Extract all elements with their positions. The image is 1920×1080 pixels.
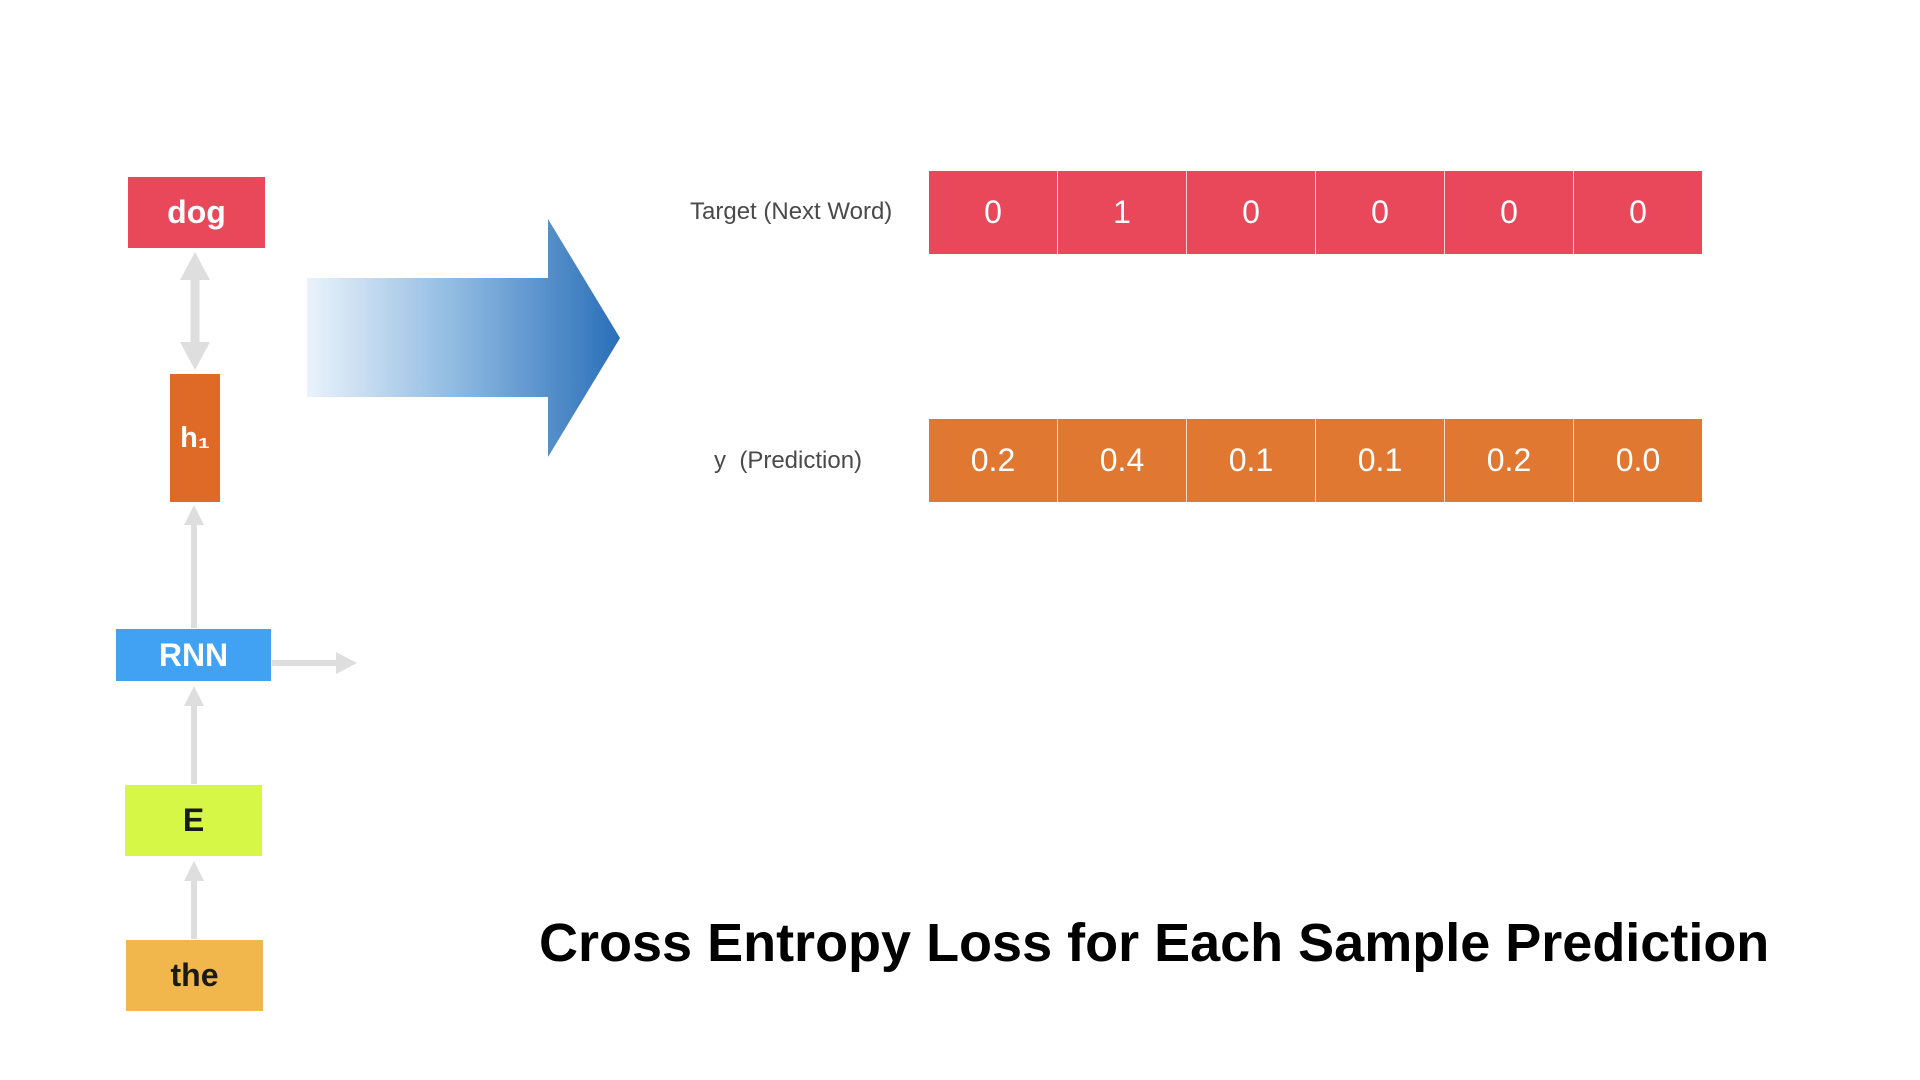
prediction-cell: 0.2 (929, 419, 1057, 502)
embedding-node: E (125, 785, 262, 856)
target-cell: 0 (1186, 171, 1315, 254)
hidden-state-node: h₁ (170, 374, 220, 502)
target-cell: 0 (1315, 171, 1444, 254)
target-cell: 0 (1444, 171, 1573, 254)
double-arrow-icon (180, 252, 210, 370)
target-label: Target (Next Word) (690, 198, 893, 225)
output-word-node: dog (128, 177, 265, 248)
up-arrow-icon (184, 861, 204, 939)
target-cell: 1 (1057, 171, 1186, 254)
prediction-cell: 0.4 (1057, 419, 1186, 502)
rnn-node: RNN (116, 629, 271, 681)
prediction-label: y (Prediction) (714, 447, 863, 474)
input-word-node: the (126, 940, 263, 1011)
prediction-vector: 0.2 0.4 0.1 0.1 0.2 0.0 (929, 419, 1702, 502)
embedding-label: E (182, 802, 205, 838)
slide-title: Cross Entropy Loss for Each Sample Predi… (539, 913, 1770, 973)
target-cell: 0 (1573, 171, 1702, 254)
input-word-label: the (170, 957, 219, 993)
prediction-cell: 0.1 (1186, 419, 1315, 502)
rnn-label: RNN (158, 636, 229, 673)
up-arrow-icon (184, 505, 204, 628)
up-arrow-icon (184, 686, 204, 784)
output-word-label: dog (167, 194, 226, 230)
prediction-cell: 0.1 (1315, 419, 1444, 502)
right-arrow-icon (272, 652, 357, 674)
prediction-cell: 0.0 (1573, 419, 1702, 502)
prediction-cell: 0.2 (1444, 419, 1573, 502)
hidden-state-label: h₁ (180, 421, 210, 454)
target-cell: 0 (929, 171, 1057, 254)
target-vector: 0 1 0 0 0 0 (929, 171, 1702, 254)
